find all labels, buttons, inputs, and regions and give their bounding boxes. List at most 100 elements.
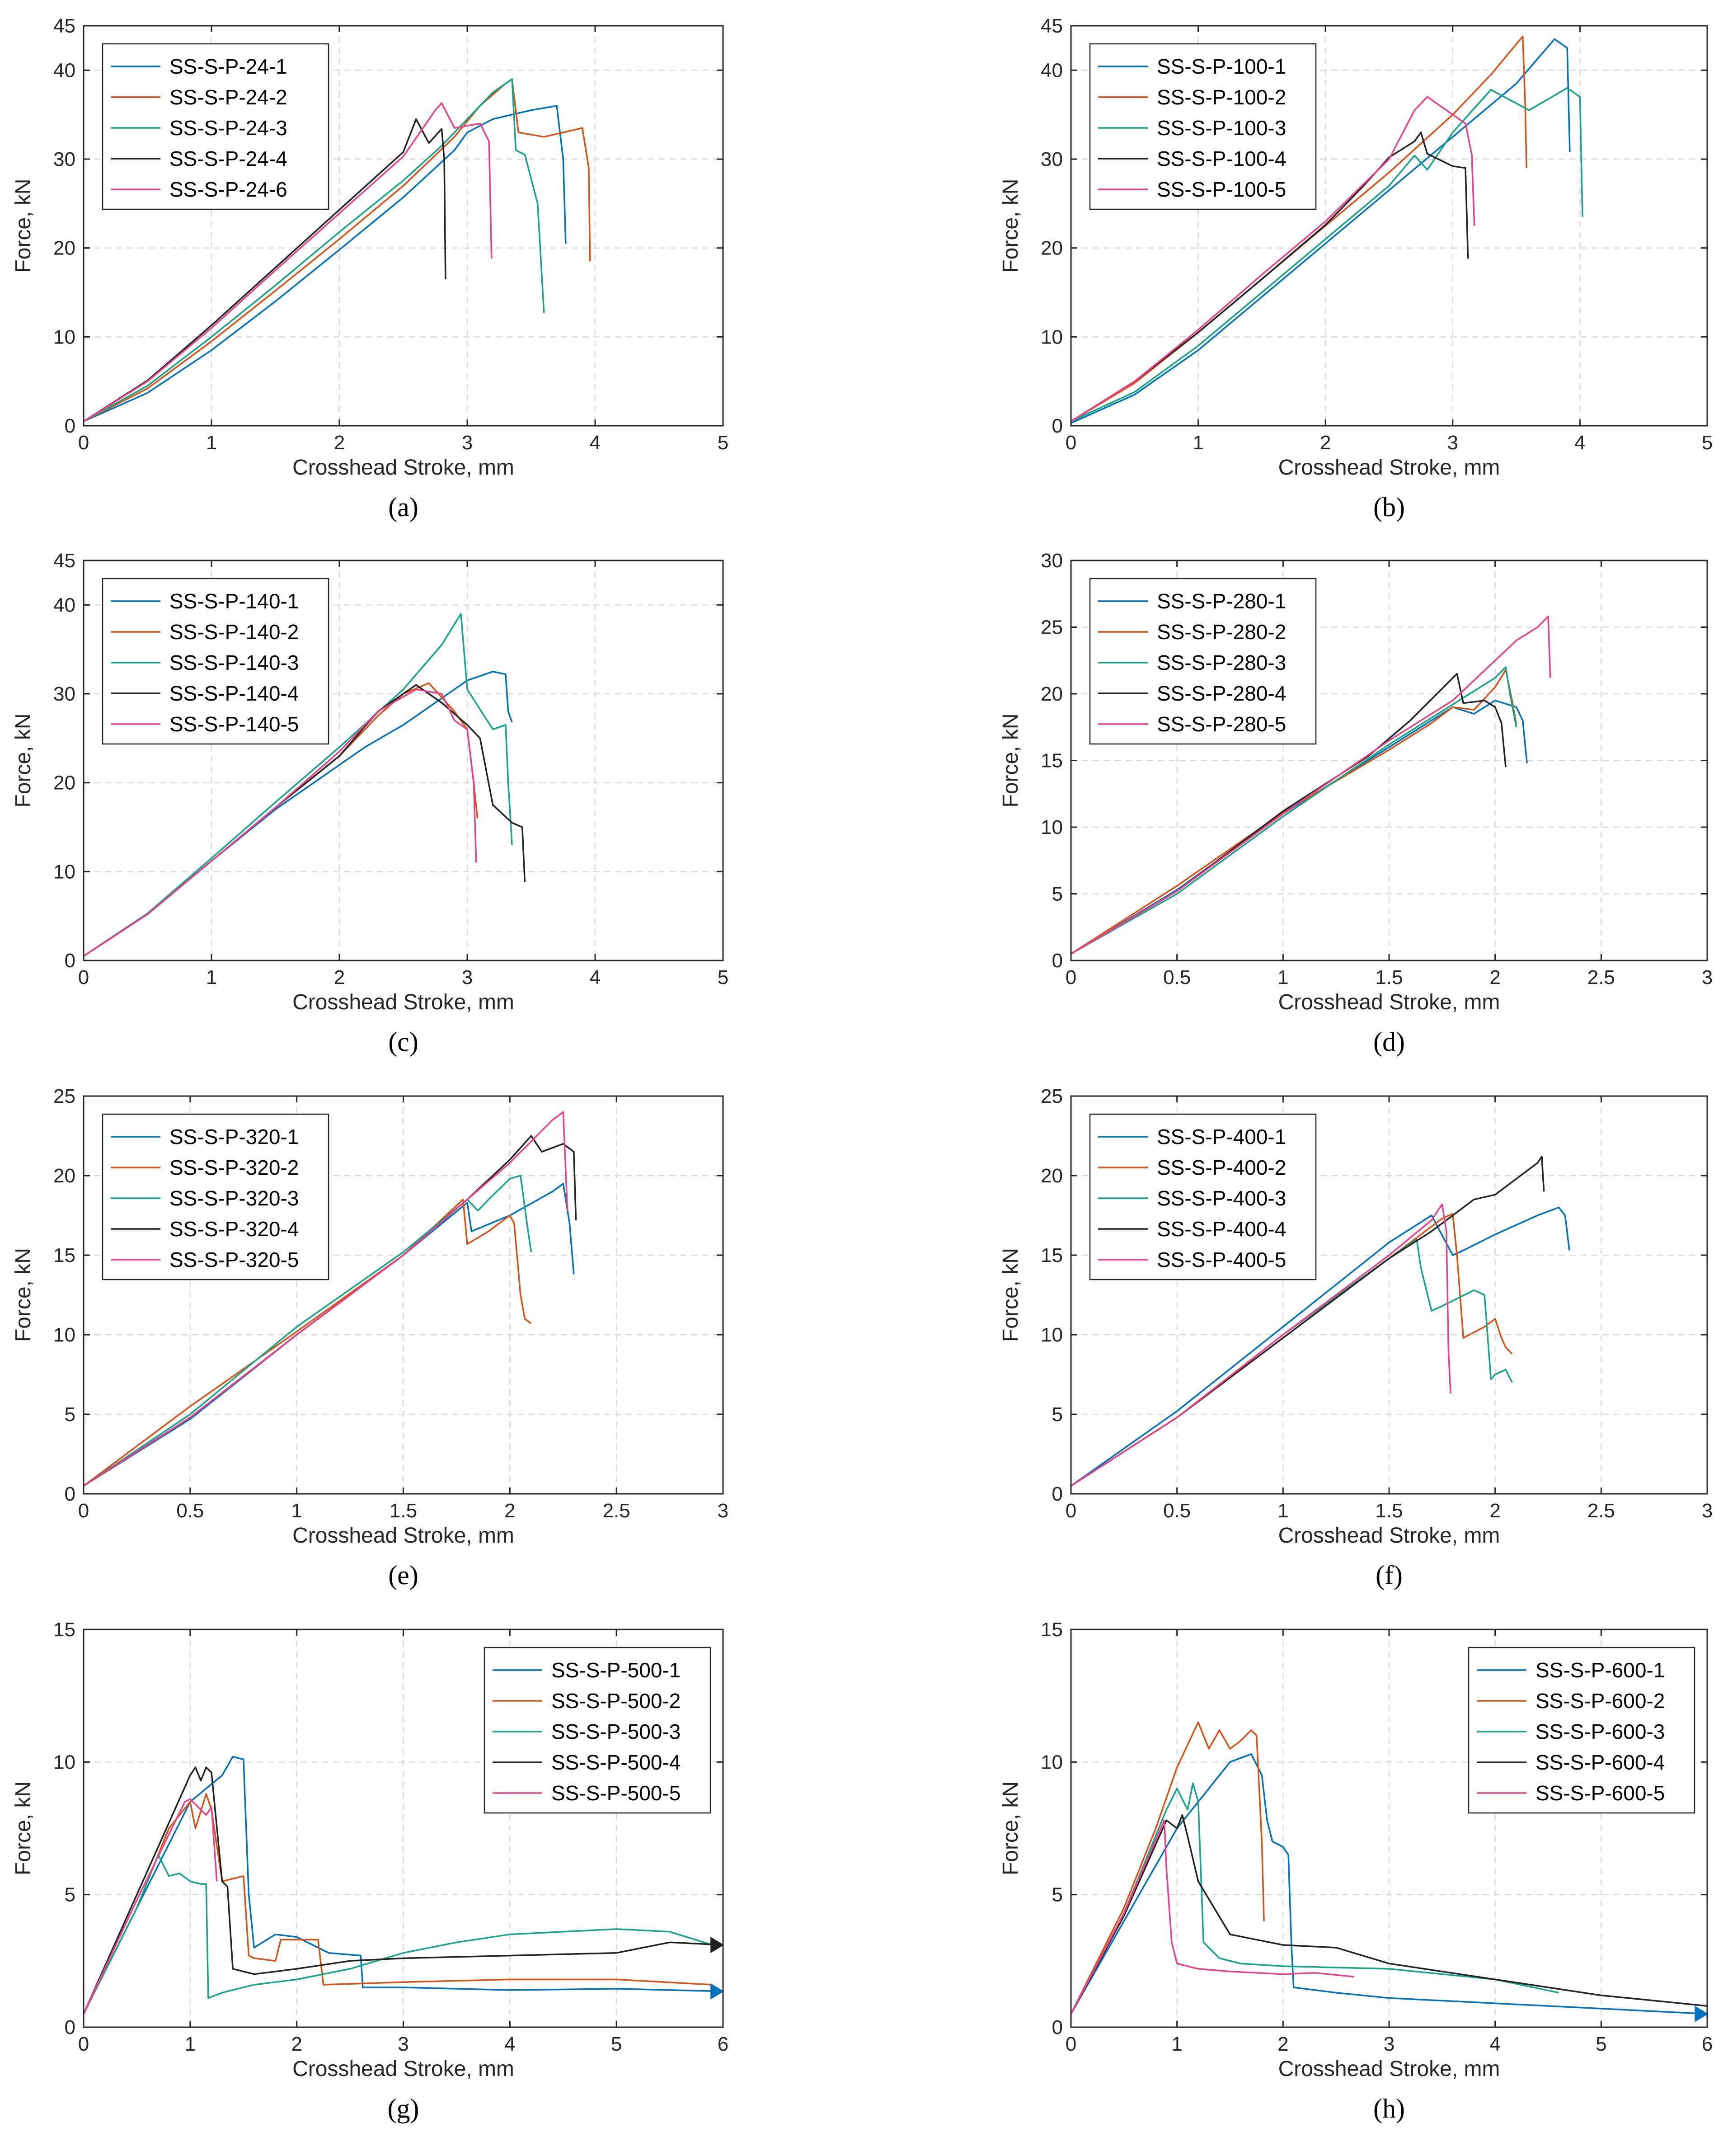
x-axis-label: Crosshead Stroke, mm — [292, 456, 514, 480]
axes-frame — [1070, 25, 1708, 427]
chart-panel-e: 0 0.5 1 1.5 2 2.5 3 0 5 10 15 20 25 Crosshead Stroke,… — [11, 1085, 728, 1590]
chart-panel-h: 0 1 2 3 4 5 6 0 5 10 15 Crosshead Stroke, mm Force, … — [999, 1619, 1713, 2123]
x-tick-label: 3 — [718, 1500, 728, 1522]
x-tick-label: 2 — [334, 966, 345, 989]
series-line-ss-s-p-280-4 — [1071, 673, 1507, 955]
y-tick-label: 20 — [1041, 683, 1063, 705]
series-line-ss-s-p-600-3 — [1071, 1782, 1559, 2015]
legend-label: SS-S-P-600-2 — [1535, 1689, 1665, 1713]
panel-caption: (b) — [1373, 492, 1405, 522]
x-tick-label: 4 — [590, 966, 601, 989]
x-tick-label: 4 — [590, 432, 601, 454]
x-tick-label: 2 — [1489, 1500, 1500, 1522]
x-tick-label: 0.5 — [1163, 1500, 1191, 1522]
x-tick-label: 0 — [78, 2033, 89, 2055]
y-tick-label: 30 — [1041, 550, 1063, 572]
x-tick-label: 0 — [1066, 1500, 1076, 1522]
y-tick-label: 20 — [1041, 237, 1063, 259]
legend-label: SS-S-P-500-1 — [551, 1658, 681, 1682]
x-tick-label: 0 — [1066, 966, 1076, 989]
series-line-ss-s-p-500-4 — [84, 1766, 723, 2015]
series-line-ss-s-p-140-5 — [84, 688, 477, 957]
series-line-ss-s-p-600-1 — [1071, 1753, 1707, 2015]
axes-frame — [83, 1629, 724, 2028]
y-tick-label: 25 — [1041, 1085, 1063, 1107]
series-line-ss-s-p-600-2 — [1071, 1721, 1265, 2015]
x-tick-label: 0 — [78, 966, 89, 989]
legend-label: SS-S-P-600-4 — [1535, 1751, 1665, 1774]
x-tick-label: 2.5 — [603, 1500, 630, 1522]
legend-label: SS-S-P-600-1 — [1535, 1658, 1665, 1682]
x-tick-label: 5 — [1702, 432, 1713, 454]
y-tick-label: 45 — [53, 15, 75, 37]
series-line-ss-s-p-400-1 — [1071, 1206, 1570, 1487]
axes-frame — [83, 1095, 724, 1495]
series-end-arrow — [1695, 2005, 1709, 2022]
y-tick-label: 15 — [1041, 750, 1063, 772]
x-tick-label: 1 — [206, 432, 217, 454]
series-group — [84, 78, 591, 422]
x-axis-label: Crosshead Stroke, mm — [292, 990, 514, 1014]
legend-label: SS-S-P-400-4 — [1157, 1217, 1286, 1241]
x-tick-label: 3 — [462, 432, 473, 454]
y-axis-label: Force, kN — [11, 1248, 35, 1342]
y-axis-label: Force, kN — [11, 713, 35, 807]
legend-box — [1089, 43, 1317, 210]
axes-frame — [1070, 1095, 1708, 1495]
x-tick-label: 3 — [1702, 1500, 1713, 1522]
y-tick-label: 5 — [1052, 1403, 1063, 1426]
axes-frame — [1070, 1629, 1708, 2028]
legend-label: SS-S-P-100-1 — [1157, 55, 1286, 78]
y-tick-label: 5 — [65, 1884, 75, 1906]
x-tick-label: 6 — [1702, 2033, 1713, 2055]
x-axis-label: Crosshead Stroke, mm — [292, 1524, 514, 1548]
legend-label: SS-S-P-100-2 — [1157, 85, 1286, 109]
x-axis-label: Crosshead Stroke, mm — [1278, 1524, 1500, 1548]
x-tick-label: 2.5 — [1587, 966, 1615, 989]
x-tick-label: 1 — [1171, 2033, 1182, 2055]
legend-label: SS-S-P-500-2 — [551, 1689, 681, 1713]
x-tick-label: 4 — [1574, 432, 1585, 454]
legend-box — [1089, 1113, 1317, 1280]
series-line-ss-s-p-600-5 — [1071, 1819, 1354, 2015]
legend-label: SS-S-P-140-1 — [169, 589, 299, 613]
axes-frame — [83, 560, 724, 961]
x-tick-label: 0 — [78, 1500, 89, 1522]
legend-box — [102, 1113, 329, 1280]
series-line-ss-s-p-500-3 — [84, 1854, 713, 2015]
y-tick-label: 10 — [53, 326, 75, 348]
legend-label: SS-S-P-100-3 — [1157, 116, 1286, 140]
x-tick-label: 2.5 — [1587, 1500, 1615, 1522]
series-line-ss-s-p-500-2 — [84, 1793, 713, 2015]
legend-label: SS-S-P-140-2 — [169, 620, 299, 644]
y-tick-label: 45 — [1041, 15, 1063, 37]
y-tick-label: 20 — [53, 237, 75, 259]
chart-panel-f: 0 0.5 1 1.5 2 2.5 3 0 5 10 15 20 25 Crosshead Stroke,… — [999, 1085, 1713, 1590]
y-tick-label: 0 — [65, 1483, 75, 1505]
y-tick-label: 10 — [1041, 1324, 1063, 1346]
x-axis-label: Crosshead Stroke, mm — [1278, 990, 1500, 1014]
legend: SS-S-P-280-1 SS-S-P-280-2 SS-S-P-280-3 SS-S… — [1089, 578, 1317, 745]
y-tick-label: 10 — [1041, 816, 1063, 838]
x-tick-label: 2 — [1320, 432, 1331, 454]
y-tick-label: 10 — [1041, 1751, 1063, 1773]
x-tick-label: 1 — [1277, 966, 1288, 989]
x-tick-label: 3 — [1702, 966, 1713, 989]
series-line-ss-s-p-500-5 — [84, 1798, 218, 2015]
series-line-ss-s-p-500-1 — [84, 1756, 723, 2015]
y-tick-label: 15 — [53, 1619, 75, 1641]
x-axis-label: Crosshead Stroke, mm — [1278, 456, 1500, 480]
legend-label: SS-S-P-400-1 — [1157, 1125, 1286, 1149]
y-tick-label: 30 — [53, 148, 75, 170]
y-tick-label: 10 — [1041, 326, 1063, 348]
x-axis-label: Crosshead Stroke, mm — [292, 2057, 514, 2081]
series-group — [1071, 616, 1551, 955]
y-axis-label: Force, kN — [999, 179, 1023, 273]
panel-caption: (f) — [1376, 1560, 1403, 1590]
legend-label: SS-S-P-400-2 — [1157, 1156, 1286, 1179]
legend-label: SS-S-P-500-5 — [551, 1781, 681, 1805]
x-tick-label: 1 — [291, 1500, 302, 1522]
y-tick-label: 40 — [1041, 59, 1063, 81]
y-tick-label: 40 — [53, 594, 75, 616]
legend-label: SS-S-P-280-3 — [1157, 651, 1286, 674]
